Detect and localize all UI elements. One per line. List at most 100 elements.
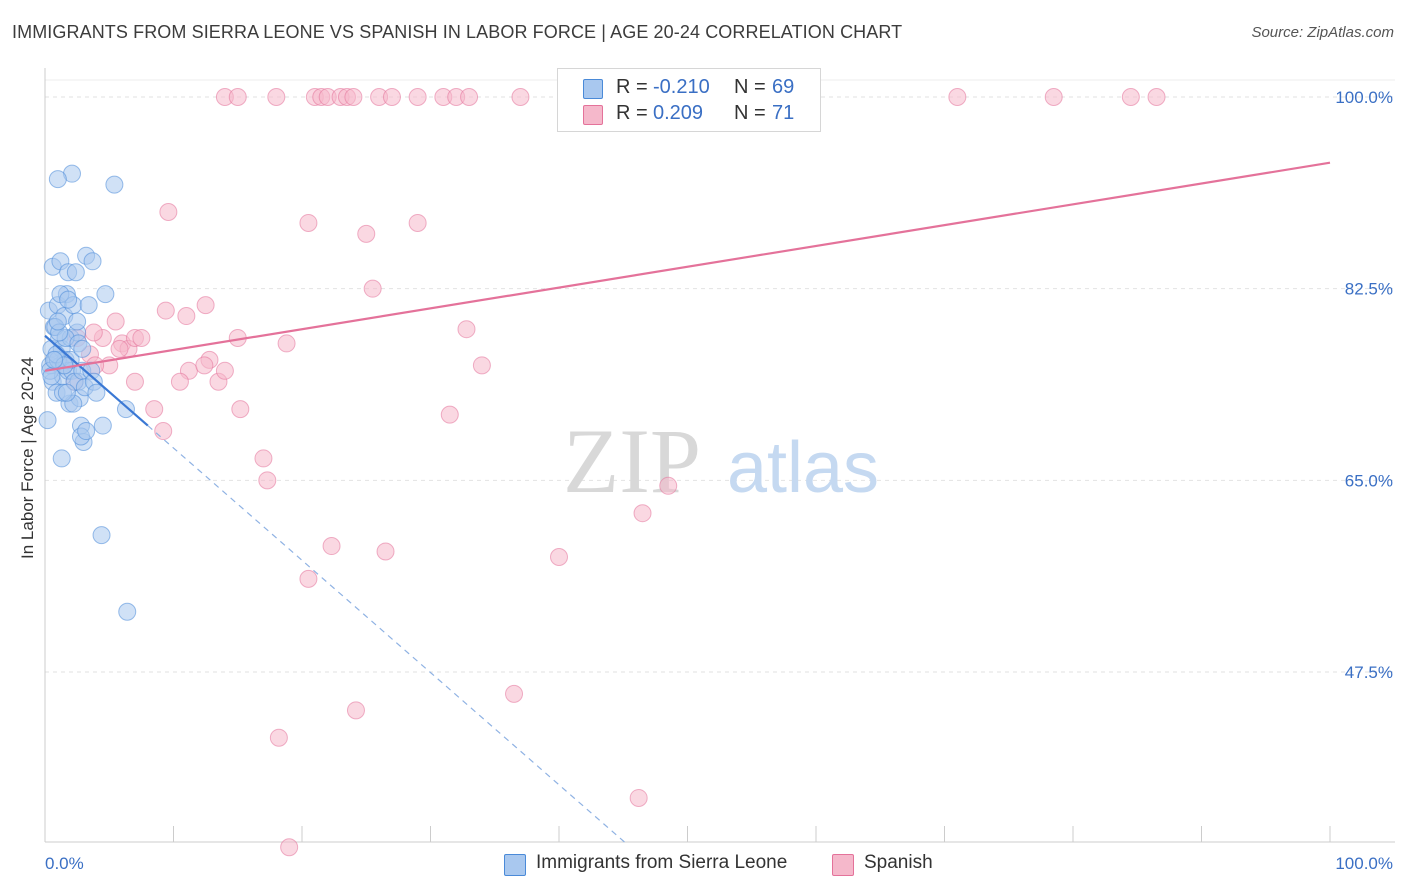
point-spanish: [1044, 88, 1063, 106]
r-label: R =: [616, 76, 648, 98]
point-spanish: [408, 213, 427, 232]
point-sierra-leone: [59, 290, 78, 309]
point-spanish: [145, 400, 164, 419]
point-spanish: [550, 548, 568, 566]
n-value: 69: [772, 76, 795, 98]
point-spanish: [280, 838, 299, 857]
point-sierra-leone: [105, 175, 124, 194]
point-sierra-leone: [118, 602, 137, 621]
legend-label: Spanish: [864, 852, 933, 873]
point-sierra-leone: [48, 170, 67, 189]
point-spanish: [170, 372, 189, 391]
n-label: N =: [734, 102, 766, 124]
point-spanish: [215, 361, 234, 380]
point-sierra-leone: [87, 383, 106, 402]
point-spanish: [505, 684, 524, 703]
point-sierra-leone: [116, 400, 135, 419]
watermark-zip: ZIP: [563, 410, 701, 512]
point-spanish: [346, 701, 365, 720]
point-spanish: [376, 542, 395, 561]
r-label: R =: [616, 102, 648, 124]
point-spanish: [84, 323, 103, 342]
legend-swatch-pink: [832, 854, 854, 876]
y-tick-label: 82.5%: [1345, 280, 1393, 299]
point-spanish: [659, 476, 678, 495]
point-spanish: [196, 296, 215, 315]
axes: [44, 68, 1395, 843]
r-value: 0.209: [653, 102, 704, 124]
r-value: -0.210: [653, 76, 710, 98]
point-spanish: [299, 569, 318, 588]
tick-labels: 47.5% 65.0% 82.5% 100.0% 0.0% 100.0%: [45, 88, 1393, 873]
point-spanish: [460, 88, 479, 106]
point-spanish: [363, 279, 382, 298]
legend-label: Immigrants from Sierra Leone: [536, 852, 788, 873]
point-spanish: [457, 320, 476, 339]
stats-legend-row-sierra-leone: R = -0.210 N = 69: [558, 76, 820, 102]
point-spanish: [440, 405, 459, 424]
point-spanish: [629, 788, 648, 807]
point-spanish: [511, 88, 530, 106]
point-sierra-leone: [68, 312, 87, 331]
point-spanish: [1121, 88, 1140, 106]
gridlines: [45, 79, 1395, 673]
point-sierra-leone: [66, 263, 85, 282]
x-tick-label: 0.0%: [45, 854, 84, 873]
point-spanish: [195, 356, 214, 375]
point-sierra-leone: [38, 411, 57, 430]
y-tick-label: 47.5%: [1345, 663, 1393, 682]
point-spanish: [156, 301, 175, 320]
stats-legend: R = -0.210 N = 69 R = 0.209 N = 71: [557, 68, 821, 132]
stats-legend-row-spanish: R = 0.209 N = 71: [558, 102, 820, 128]
point-spanish: [382, 88, 401, 106]
legend-swatch-pink: [583, 105, 603, 125]
point-spanish: [228, 88, 247, 106]
point-spanish: [125, 372, 144, 391]
point-sierra-leone: [77, 422, 96, 441]
point-spanish: [154, 422, 173, 441]
watermark-atlas: atlas: [727, 428, 879, 508]
series-sierra-leone-points: [38, 164, 137, 621]
point-spanish: [132, 328, 151, 347]
n-value: 71: [772, 102, 795, 124]
point-spanish: [948, 88, 967, 106]
point-spanish: [357, 224, 376, 243]
point-sierra-leone: [48, 312, 67, 331]
point-spanish: [267, 88, 286, 106]
point-sierra-leone: [52, 449, 71, 468]
trend-lines: [44, 161, 1331, 843]
point-sierra-leone: [83, 252, 102, 271]
point-spanish: [177, 307, 196, 326]
point-sierra-leone: [44, 350, 63, 369]
point-sierra-leone: [96, 285, 115, 304]
point-spanish: [299, 213, 318, 232]
point-spanish: [106, 312, 125, 331]
point-spanish: [254, 449, 273, 468]
point-spanish: [344, 88, 363, 106]
y-tick-label: 65.0%: [1345, 471, 1393, 490]
point-spanish: [322, 537, 341, 556]
point-spanish: [159, 203, 178, 221]
point-spanish: [110, 339, 129, 358]
point-sierra-leone: [73, 339, 92, 358]
trend-line-spanish: [44, 161, 1331, 372]
point-spanish: [1147, 88, 1166, 106]
point-sierra-leone: [57, 383, 76, 402]
chart-source: Source: ZipAtlas.com: [1251, 24, 1394, 41]
y-tick-label: 100.0%: [1335, 88, 1393, 107]
legend-swatch-blue: [583, 79, 603, 99]
point-sierra-leone: [79, 296, 98, 315]
point-sierra-leone: [92, 526, 111, 545]
x-tick-label: 100.0%: [1335, 854, 1393, 873]
trend-line-sierra-leone: [44, 334, 149, 427]
legend-swatch-blue: [504, 854, 526, 876]
point-spanish: [472, 356, 491, 375]
point-spanish: [258, 471, 277, 490]
point-sierra-leone: [93, 416, 112, 435]
y-axis-label: In Labor Force | Age 20-24: [18, 357, 37, 559]
trend-line-sierra-leone-extension: [147, 425, 625, 843]
n-label: N =: [734, 76, 766, 98]
point-spanish: [231, 400, 250, 419]
point-spanish: [633, 504, 652, 523]
